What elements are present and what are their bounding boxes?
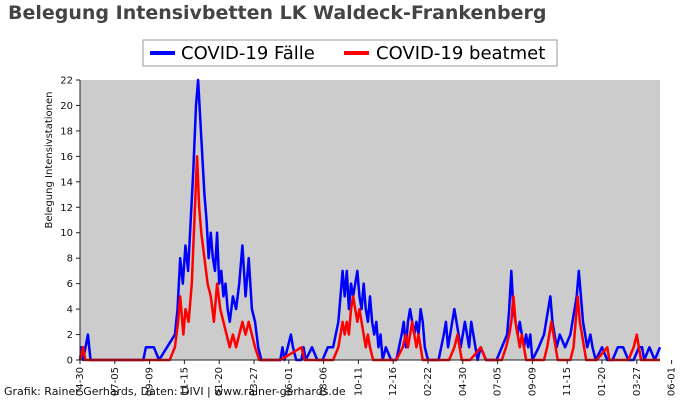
- x-tick-label: 03-27: [632, 367, 643, 396]
- x-tick-label: 01-20: [597, 367, 608, 396]
- y-tick-label: 20: [60, 101, 73, 112]
- y-tick-label: 16: [60, 152, 73, 163]
- legend-label-ventilated: COVID-19 beatmet: [376, 43, 545, 64]
- legend: COVID-19 Fälle COVID-19 beatmet: [142, 39, 558, 67]
- y-tick-label: 4: [67, 305, 73, 316]
- x-tick-label: 12-16: [388, 367, 399, 396]
- x-tick-label: 07-05: [493, 367, 504, 396]
- y-tick-label: 2: [67, 330, 73, 341]
- x-tick-label: 10-11: [353, 367, 364, 396]
- x-tick-label: 02-22: [423, 367, 434, 396]
- y-tick-label: 22: [60, 76, 73, 87]
- x-tick-label: 09-09: [145, 367, 156, 396]
- x-tick-label: 08-06: [319, 367, 330, 396]
- legend-label-cases: COVID-19 Fälle: [181, 43, 315, 64]
- y-tick-label: 0: [67, 356, 73, 367]
- x-tick-label: 11-15: [562, 367, 573, 396]
- x-tick-label: 07-05: [110, 367, 121, 396]
- y-tick-label: 12: [60, 203, 73, 214]
- x-tick-label: 01-20: [214, 367, 225, 396]
- plot-area: 0 2 4 6 8 10 12 14 16 18 20 22 04-30 07-05 09-09 11-15…: [60, 76, 677, 397]
- x-tick-label: 04-30: [458, 367, 469, 396]
- x-tick-label: 11-15: [179, 367, 190, 396]
- y-tick-label: 10: [60, 228, 73, 239]
- series-line-ventilated: [78, 155, 660, 362]
- x-tick-label: 04-30: [75, 367, 86, 396]
- y-tick-label: 18: [60, 126, 73, 137]
- y-tick-label: 6: [67, 279, 73, 290]
- x-tick-label: 06-01: [667, 367, 678, 396]
- x-tick-label: 03-27: [249, 367, 260, 396]
- x-tick-label: 09-09: [527, 367, 538, 396]
- y-axis-label: Belegung Intensivstationen: [44, 91, 55, 228]
- x-tick-label: 06-01: [284, 367, 295, 396]
- y-tick-label: 14: [60, 177, 73, 188]
- y-tick-label: 8: [67, 254, 73, 265]
- footer-credit: Grafik: Rainer Gerhards, Daten: DIVI | w…: [4, 385, 346, 398]
- chart-title: Belegung Intensivbetten LK Waldeck-Frank…: [8, 2, 546, 24]
